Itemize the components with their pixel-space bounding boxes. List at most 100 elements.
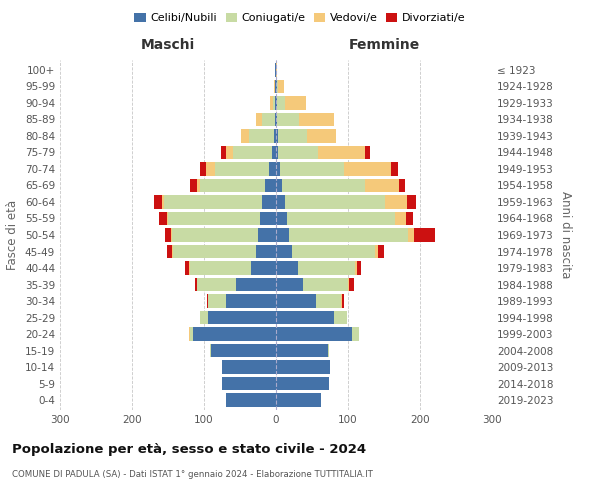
Bar <box>277 80 278 93</box>
Bar <box>352 328 359 341</box>
Bar <box>200 178 265 192</box>
Bar <box>374 244 378 258</box>
Bar <box>316 294 341 308</box>
Bar <box>304 278 348 291</box>
Bar <box>276 394 320 407</box>
Bar <box>226 294 276 308</box>
Bar <box>334 311 347 324</box>
Bar <box>210 344 211 358</box>
Y-axis label: Fasce di età: Fasce di età <box>7 200 19 270</box>
Bar <box>276 162 280 175</box>
Bar <box>355 261 358 275</box>
Text: Popolazione per età, sesso e stato civile - 2024: Popolazione per età, sesso e stato civil… <box>12 442 366 456</box>
Bar <box>344 162 391 175</box>
Bar <box>196 278 197 291</box>
Bar <box>276 129 278 142</box>
Bar <box>276 178 282 192</box>
Bar <box>275 96 276 110</box>
Bar <box>307 129 336 142</box>
Bar <box>162 195 164 209</box>
Bar <box>172 228 258 242</box>
Bar <box>222 377 276 390</box>
Bar <box>276 228 289 242</box>
Text: COMUNE DI PADULA (SA) - Dati ISTAT 1° gennaio 2024 - Elaborazione TUTTITALIA.IT: COMUNE DI PADULA (SA) - Dati ISTAT 1° ge… <box>12 470 373 479</box>
Bar <box>211 344 276 358</box>
Bar <box>365 178 399 192</box>
Bar <box>276 146 278 159</box>
Bar <box>413 228 435 242</box>
Bar <box>278 146 318 159</box>
Bar <box>282 178 365 192</box>
Bar <box>222 360 276 374</box>
Bar <box>408 228 413 242</box>
Bar <box>391 162 398 175</box>
Bar <box>221 146 226 159</box>
Bar <box>276 328 352 341</box>
Bar <box>172 244 173 258</box>
Bar <box>358 261 361 275</box>
Bar <box>248 129 274 142</box>
Bar <box>278 80 284 93</box>
Bar <box>276 212 287 226</box>
Bar <box>276 96 277 110</box>
Bar <box>241 129 248 142</box>
Bar <box>189 261 190 275</box>
Bar <box>269 96 273 110</box>
Bar <box>276 294 316 308</box>
Bar <box>273 96 275 110</box>
Bar <box>226 146 233 159</box>
Bar <box>276 112 277 126</box>
Bar <box>299 112 334 126</box>
Bar <box>206 162 215 175</box>
Bar <box>349 278 355 291</box>
Bar <box>189 328 190 341</box>
Bar <box>276 360 330 374</box>
Bar <box>165 228 171 242</box>
Bar <box>167 212 168 226</box>
Bar <box>274 129 276 142</box>
Bar <box>207 294 208 308</box>
Bar <box>277 112 299 126</box>
Bar <box>160 212 167 226</box>
Bar <box>167 244 172 258</box>
Bar <box>328 344 329 358</box>
Bar <box>208 311 276 324</box>
Bar <box>154 195 162 209</box>
Bar <box>272 146 276 159</box>
Bar <box>277 96 286 110</box>
Bar <box>200 162 206 175</box>
Bar <box>260 212 276 226</box>
Bar <box>208 294 226 308</box>
Bar <box>276 80 277 93</box>
Bar <box>276 195 284 209</box>
Bar <box>269 162 276 175</box>
Bar <box>348 278 349 291</box>
Bar <box>274 80 275 93</box>
Bar <box>276 244 292 258</box>
Bar <box>164 195 262 209</box>
Bar <box>200 311 208 324</box>
Bar <box>399 178 405 192</box>
Bar <box>365 146 370 159</box>
Bar <box>262 112 275 126</box>
Bar <box>298 261 355 275</box>
Bar <box>292 244 374 258</box>
Bar <box>278 129 307 142</box>
Bar <box>262 195 276 209</box>
Bar <box>236 278 276 291</box>
Bar <box>406 212 413 226</box>
Bar <box>318 146 365 159</box>
Legend: Celibi/Nubili, Coniugati/e, Vedovi/e, Divorziati/e: Celibi/Nubili, Coniugati/e, Vedovi/e, Di… <box>130 8 470 28</box>
Bar <box>193 328 276 341</box>
Bar <box>275 112 276 126</box>
Bar <box>190 178 197 192</box>
Bar <box>286 96 305 110</box>
Bar <box>275 63 276 76</box>
Bar <box>276 63 277 76</box>
Bar <box>276 377 329 390</box>
Bar <box>233 146 272 159</box>
Bar <box>256 244 276 258</box>
Bar <box>258 228 276 242</box>
Bar <box>265 178 276 192</box>
Bar <box>275 80 276 93</box>
